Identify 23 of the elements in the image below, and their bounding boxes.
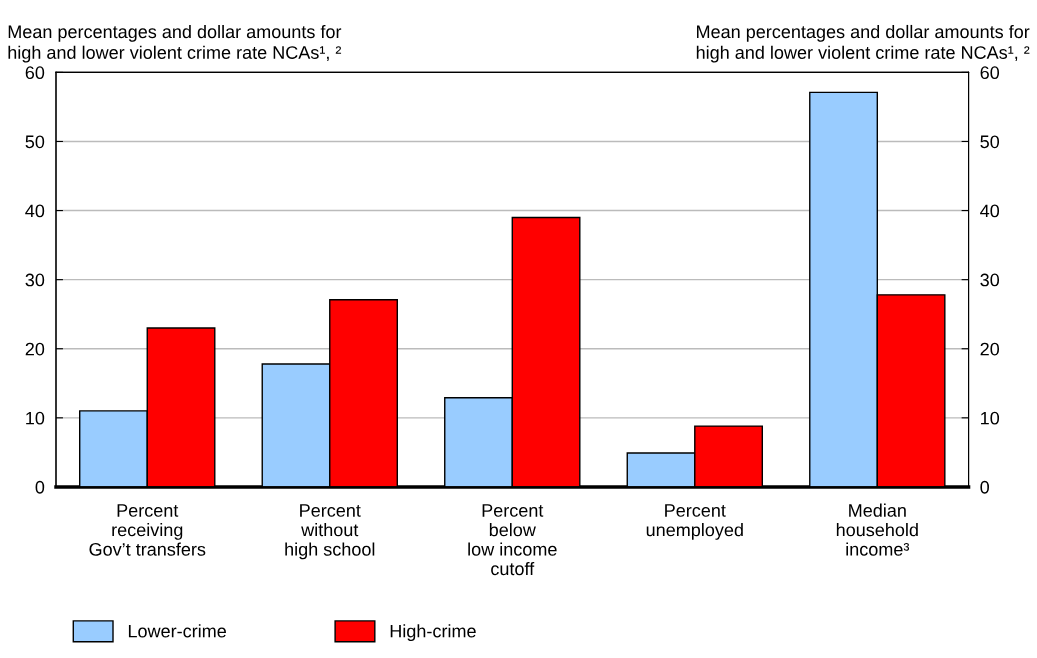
- y2-axis-title: Mean percentages and dollar amounts for high and lower violent crime rate NCAs¹, ²: [696, 24, 1030, 63]
- y2-tick-label: 40: [980, 204, 1000, 218]
- y2-tick-label: 30: [980, 273, 1000, 287]
- y-axis-title: Mean percentages and dollar amounts for high and lower violent crime rate NCAs¹, ²: [8, 24, 342, 63]
- x-tick-label: Percent receiving Gov’t transfers: [89, 504, 206, 556]
- y2-tick-label: 20: [980, 342, 1000, 356]
- y2-tick-label: 50: [980, 135, 1000, 149]
- x-tick-label: Median household income³: [836, 503, 918, 556]
- y2-tick-label: 60: [980, 66, 1000, 80]
- y2-tick-label: 0: [980, 480, 989, 494]
- y-tick-label: 60: [25, 66, 45, 80]
- x-tick-label: Percent without high school: [285, 504, 375, 560]
- y-tick-label: 50: [25, 135, 45, 149]
- y2-tick-label: 10: [981, 411, 1000, 425]
- legend-label: High-crime: [390, 624, 476, 642]
- legend-label: Lower-crime: [128, 624, 226, 638]
- y-tick-label: 30: [25, 273, 45, 287]
- y-tick-label: 40: [25, 204, 45, 218]
- y-tick-label: 0: [35, 480, 45, 494]
- x-tick-label: Percent below low income cutoff: [468, 504, 557, 576]
- y-tick-label: 10: [26, 411, 45, 425]
- y-tick-label: 20: [25, 342, 45, 356]
- x-tick-label: Percent unemployed: [646, 504, 743, 540]
